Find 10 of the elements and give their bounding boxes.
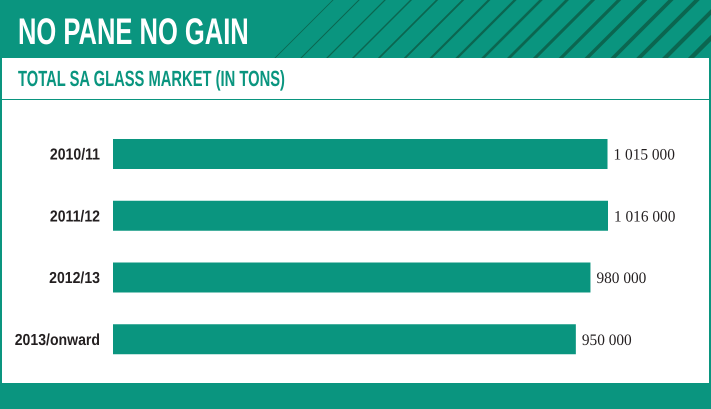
chart-subtitle: TOTAL SA GLASS MARKET (IN TONS) <box>18 66 285 91</box>
y-tick-label: 2013/onward <box>14 331 100 350</box>
data-label: 1 015 000 <box>614 146 676 164</box>
data-label: 980 000 <box>596 270 647 288</box>
y-tick-label: 2011/12 <box>50 208 100 226</box>
data-label: 1 016 000 <box>614 208 676 226</box>
y-tick-label: 2010/11 <box>50 146 100 164</box>
data-label: 950 000 <box>582 332 632 349</box>
chart-title: NO PANE NO GAIN <box>18 11 249 52</box>
y-tick-label: 2012/13 <box>49 269 100 288</box>
